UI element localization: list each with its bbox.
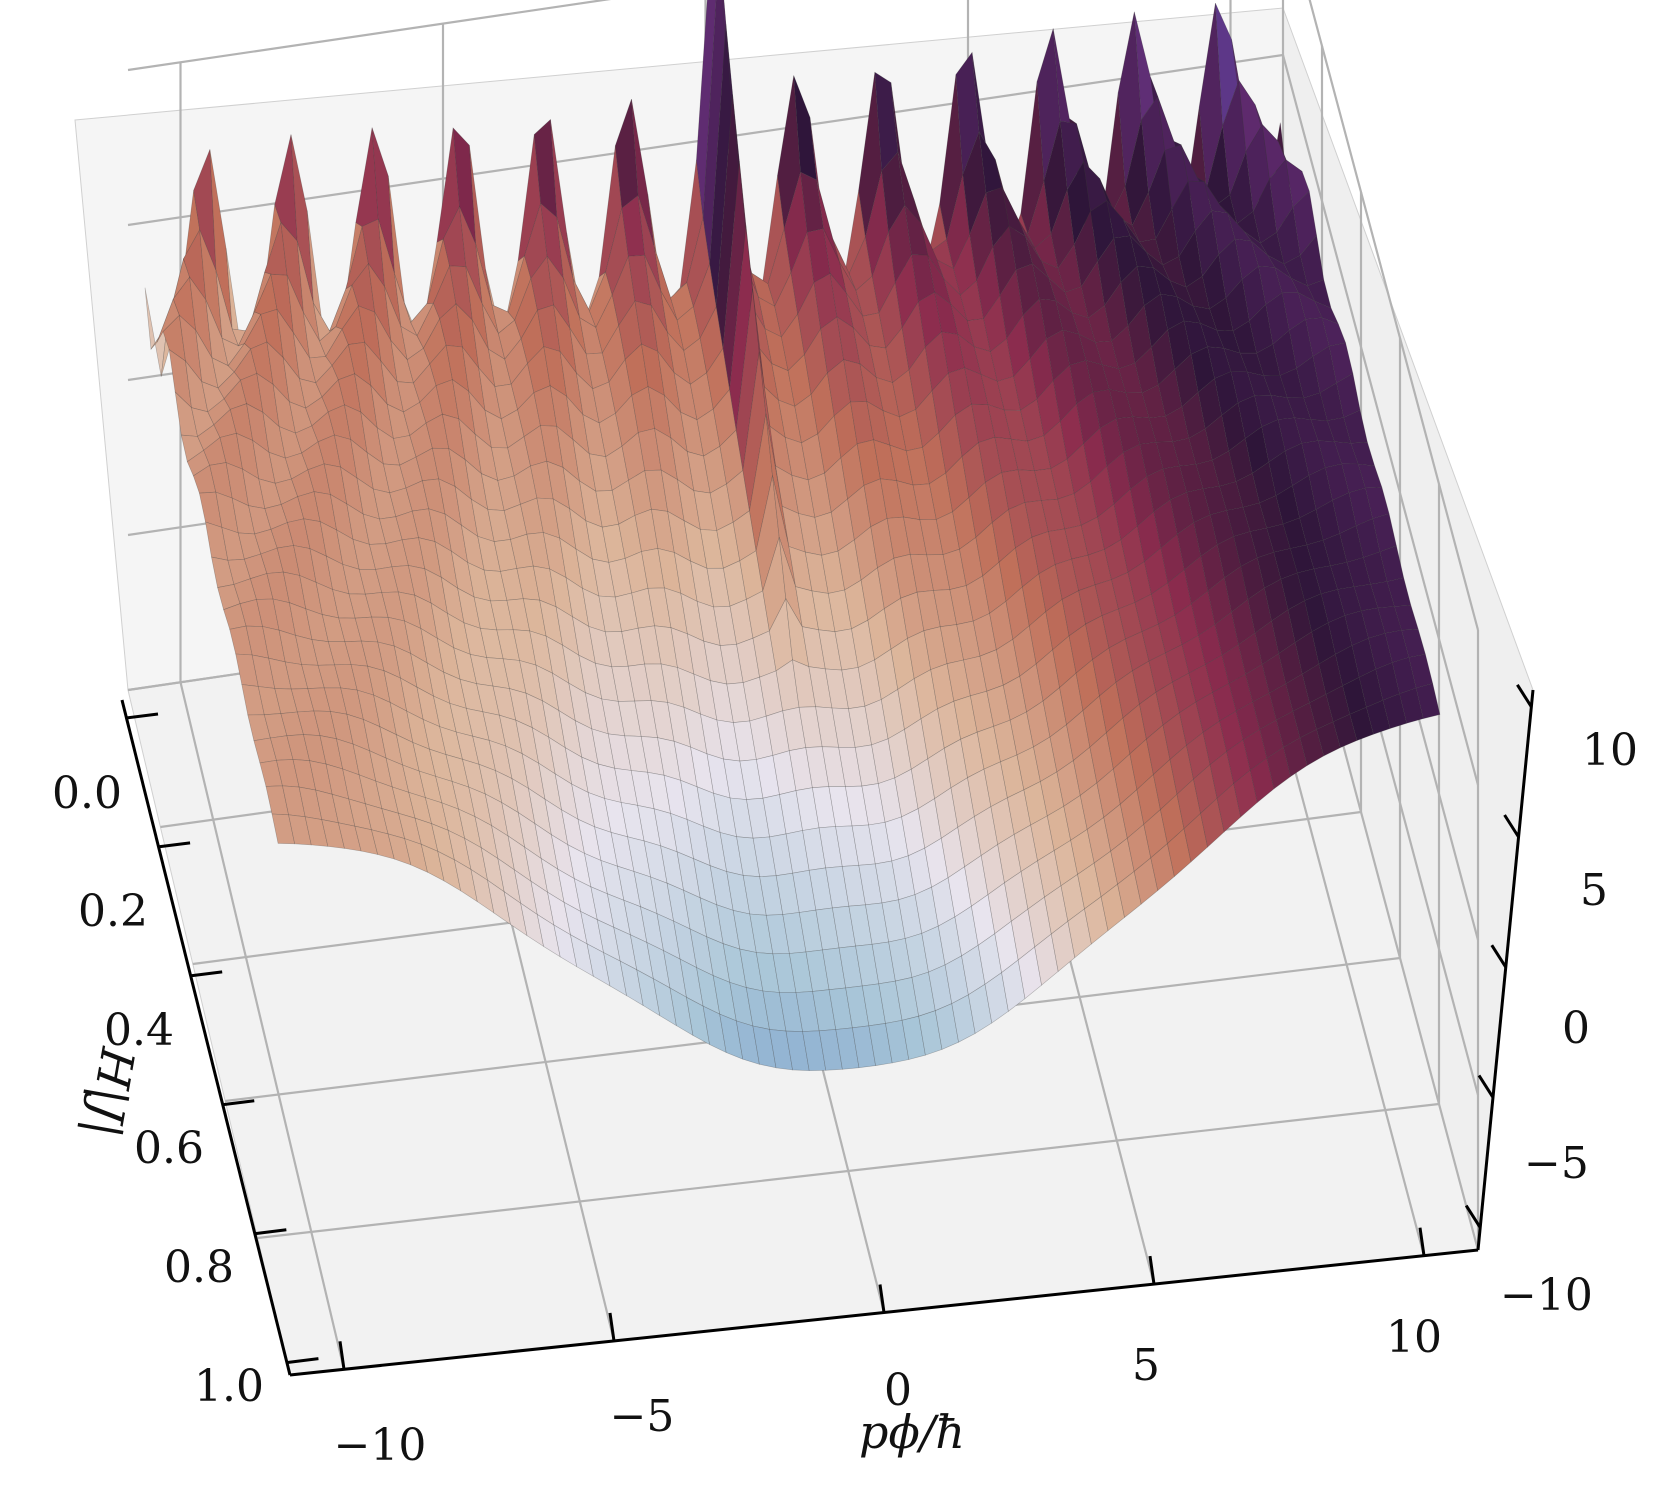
bottom-tick-label: −5 [610,1391,675,1442]
right-tick-label: −10 [1500,1270,1593,1321]
left-axis-tick [189,970,223,978]
back-grid-line [127,0,612,72]
right-axis-tick [1477,1074,1495,1099]
bottom-axis-tick [1418,1227,1426,1256]
left-tick-label: 0.4 [104,1005,174,1056]
left-axis-tick [157,841,191,849]
floor-grid-line [179,682,346,1370]
left-tick-label: 1.0 [194,1361,264,1412]
side-grid-line [1281,54,1480,786]
bottom-tick-label: −10 [334,1420,427,1471]
right-tick-label: 10 [1582,725,1638,776]
left-tick-label: 0.8 [164,1242,234,1293]
surface-mesh [144,0,1441,1071]
left-tick-label: 0.6 [134,1123,204,1174]
left-axis-tick [125,712,159,720]
right-axis-tick [1490,944,1508,969]
bottom-axis-tick [338,1341,346,1370]
right-axis-tick [1464,1204,1482,1229]
floor-grid-line [257,1102,1440,1240]
right-tick-label: 5 [1580,865,1608,916]
right-tick-label: −5 [1524,1138,1589,1189]
right-axis-ticks: 10 5 0 −5 −10 [1500,725,1638,1321]
right-tick-label: 0 [1562,1003,1590,1054]
bottom-axis-tick [608,1312,616,1342]
bottom-axis-tick [1148,1255,1156,1285]
right-axis-tick [1503,814,1520,838]
bottom-tick-label: 10 [1386,1312,1442,1363]
right-axis-spine [1476,689,1535,1251]
left-tick-label: 0.0 [52,768,122,819]
bottom-tick-label: 5 [1132,1340,1160,1391]
left-axis-spine [120,699,292,1376]
bottom-axis-ticks: −10 −5 0 5 10 [334,1312,1442,1471]
bottom-axis-label: pϕ/ħ [859,1405,965,1459]
left-axis-ticks: 0.0 0.2 0.4 0.6 0.8 1.0 [52,768,264,1412]
left-axis-tick [222,1099,255,1107]
bottom-axis-tick [878,1284,886,1313]
surface-patch [696,0,717,218]
surface-patch [1415,683,1441,719]
side-grid-line [1308,0,1480,631]
left-axis-tick [286,1357,319,1365]
axis-spines [120,683,1535,1377]
left-tick-label: 0.2 [78,886,148,937]
right-axis-tick [1516,683,1533,708]
left-axis-tick [254,1228,287,1236]
bottom-tick-label: 0 [884,1365,912,1416]
